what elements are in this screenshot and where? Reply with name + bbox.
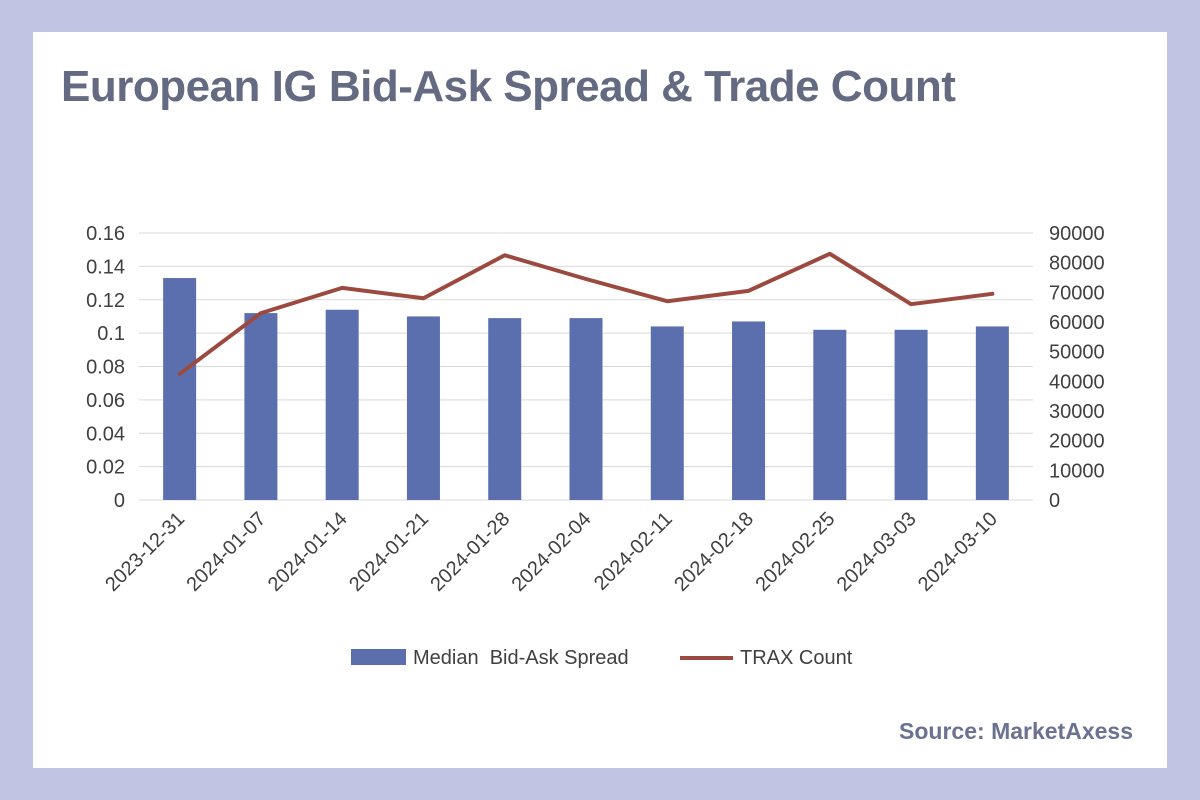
x-tick-label: 2024-03-03 <box>833 508 921 596</box>
bar <box>163 278 197 500</box>
y-right-tick-label: 20000 <box>1049 431 1105 453</box>
y-right-tick-label: 50000 <box>1049 342 1105 364</box>
bar <box>650 326 684 500</box>
y-right-tick-label: 10000 <box>1049 460 1105 482</box>
y-left-tick-label: 0.14 <box>86 256 125 278</box>
source-note: Source: MarketAxess <box>899 718 1133 744</box>
x-tick-label: 2024-01-21 <box>345 508 433 596</box>
y-left-tick-label: 0.08 <box>86 357 125 379</box>
x-tick-label: 2024-01-14 <box>264 508 352 596</box>
chart-svg: 0.16 0.14 0.12 0.1 0.08 0.06 0.04 0.02 0 90000 800… <box>86 223 1105 669</box>
bar <box>975 326 1009 500</box>
x-tick-label: 2024-02-18 <box>670 508 758 596</box>
x-tick-label: 2024-01-28 <box>426 508 514 596</box>
bar <box>325 309 359 500</box>
y-left-tick-label: 0.04 <box>86 423 125 445</box>
y-right-tick-label: 70000 <box>1049 282 1105 304</box>
y-right-tick-label: 80000 <box>1049 253 1105 275</box>
bar <box>732 321 766 500</box>
y-right-tick-label: 40000 <box>1049 371 1105 393</box>
x-tick-label: 2024-01-07 <box>183 508 271 596</box>
bar <box>244 313 278 500</box>
x-tick-label: 2024-02-25 <box>751 508 839 596</box>
bar <box>406 316 440 500</box>
x-tick-label: 2024-02-04 <box>508 508 596 596</box>
y-left-tick-label: 0.12 <box>86 290 125 312</box>
y-left-tick-label: 0.02 <box>86 457 125 479</box>
legend-label: Median Bid-Ask Spread <box>413 647 629 669</box>
y-right-tick-label: 0 <box>1049 490 1060 512</box>
x-tick-label: 2024-02-11 <box>590 508 677 595</box>
y-left-tick-label: 0 <box>114 490 125 512</box>
bar <box>488 318 522 500</box>
y-left-tick-label: 0.06 <box>86 390 125 412</box>
y-left-tick-label: 0.1 <box>97 323 125 345</box>
y-right-tick-label: 90000 <box>1049 223 1105 245</box>
chart-title: European IG Bid-Ask Spread & Trade Count <box>61 62 956 111</box>
legend-label: TRAX Count <box>740 647 853 669</box>
x-tick-label: 2024-03-10 <box>914 508 1002 596</box>
chart-card: European IG Bid-Ask Spread & Trade Count… <box>33 32 1167 768</box>
y-left-tick-label: 0.16 <box>86 223 125 245</box>
y-right-tick-label: 60000 <box>1049 312 1105 334</box>
y-right-tick-label: 30000 <box>1049 401 1105 423</box>
bar <box>813 329 847 500</box>
bar <box>894 329 928 500</box>
x-tick-label: 2023-12-31 <box>101 508 189 596</box>
legend-bar-swatch <box>351 649 406 665</box>
bar <box>569 318 603 500</box>
